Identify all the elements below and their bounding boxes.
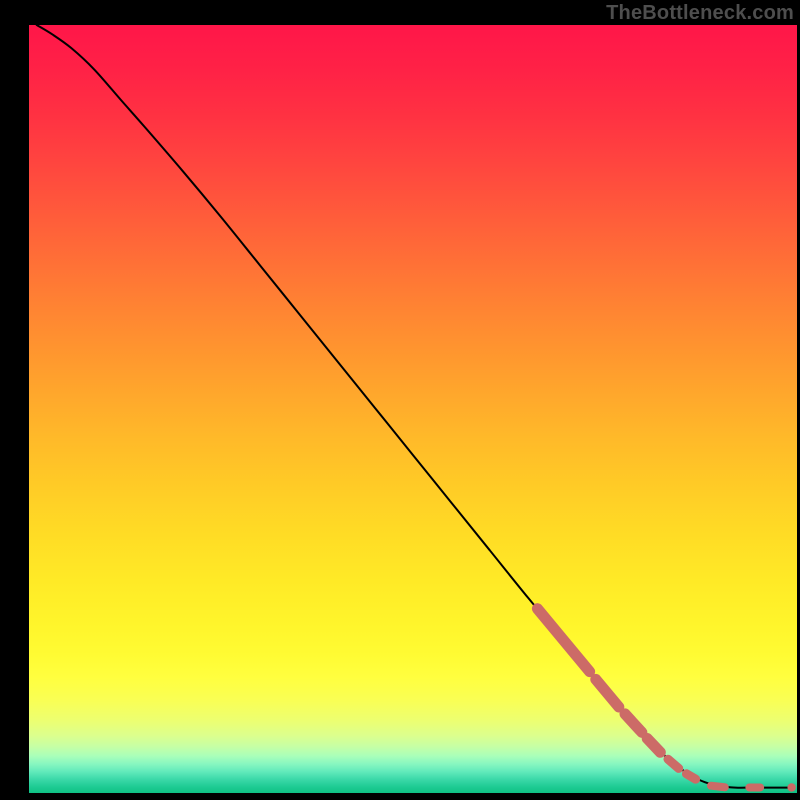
chart-marker-capsule — [711, 786, 725, 788]
watermark-text: TheBottleneck.com — [606, 2, 794, 25]
stage: TheBottleneck.com — [0, 0, 800, 800]
chart-svg — [29, 25, 797, 793]
chart-background — [29, 25, 797, 793]
chart-plot-area — [29, 25, 797, 793]
chart-marker-capsule — [686, 774, 695, 779]
chart-marker-dot — [787, 783, 795, 791]
